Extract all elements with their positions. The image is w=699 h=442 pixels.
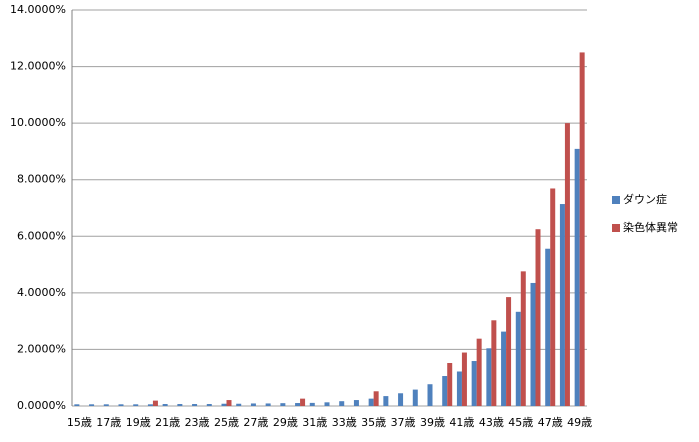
y-tick-label: 12.0000% — [10, 60, 66, 73]
bar — [506, 297, 512, 406]
x-tick-label: 43歳 — [479, 416, 504, 429]
y-tick-label: 2.0000% — [17, 342, 66, 355]
bar — [456, 371, 462, 406]
bar — [476, 338, 482, 406]
x-tick-label: 29歳 — [273, 416, 298, 429]
bar — [515, 311, 521, 406]
bar — [530, 282, 536, 406]
legend-label: 染色体異常 — [623, 220, 678, 234]
x-tick-label: 35歳 — [361, 416, 386, 429]
bar — [442, 376, 448, 406]
bar — [74, 404, 80, 406]
y-tick-label: 6.0000% — [17, 229, 66, 242]
bar — [162, 404, 168, 406]
bar — [309, 402, 315, 406]
bar — [206, 404, 212, 406]
y-tick-label: 0.0000% — [17, 399, 66, 412]
bar — [295, 403, 301, 406]
x-tick-label: 25歳 — [214, 416, 239, 429]
bar — [520, 271, 526, 406]
bar — [461, 352, 467, 406]
x-tick-label: 39歳 — [420, 416, 445, 429]
x-tick-label: 45歳 — [508, 416, 533, 429]
x-tick-label: 33歳 — [332, 416, 357, 429]
bar — [501, 331, 507, 406]
x-tick-label: 27歳 — [243, 416, 268, 429]
bar — [177, 404, 183, 406]
bar — [265, 403, 271, 406]
x-tick-label: 47歳 — [538, 416, 563, 429]
bar — [118, 404, 124, 406]
bar — [545, 248, 551, 406]
bar — [250, 403, 256, 406]
bar — [236, 403, 242, 406]
bar — [339, 401, 345, 406]
bar — [559, 204, 565, 406]
bar — [89, 404, 95, 406]
x-tick-label: 17歳 — [96, 416, 121, 429]
bar — [579, 52, 585, 407]
y-tick-label: 4.0000% — [17, 286, 66, 299]
y-tick-label: 14.0000% — [10, 3, 66, 16]
legend-swatch — [612, 196, 620, 204]
x-tick-label: 37歳 — [391, 416, 416, 429]
bar — [574, 148, 580, 406]
bar — [486, 348, 492, 406]
bar — [550, 188, 556, 406]
legend-label: ダウン症 — [623, 192, 667, 206]
bar — [133, 404, 139, 406]
bar — [427, 384, 433, 406]
x-tick-label: 21歳 — [155, 416, 180, 429]
bar — [103, 404, 109, 406]
bar — [564, 123, 570, 407]
y-tick-label: 10.0000% — [10, 116, 66, 129]
bar — [192, 404, 198, 406]
bar — [226, 400, 232, 406]
x-tick-label: 23歳 — [185, 416, 210, 429]
bar — [491, 320, 497, 406]
bar — [373, 391, 379, 406]
bar — [300, 398, 306, 406]
y-tick-label: 8.0000% — [17, 173, 66, 186]
x-tick-label: 41歳 — [449, 416, 474, 429]
bar — [398, 393, 404, 406]
bar — [280, 403, 286, 406]
bar — [383, 396, 389, 406]
bar — [535, 229, 541, 406]
bar — [152, 400, 158, 406]
x-tick-label: 15歳 — [67, 416, 92, 429]
bar — [147, 404, 153, 406]
bar — [471, 361, 477, 406]
legend-swatch — [612, 224, 620, 232]
bar — [324, 402, 330, 406]
x-tick-label: 31歳 — [302, 416, 327, 429]
bar — [412, 389, 418, 406]
bar — [353, 400, 359, 406]
bar — [368, 398, 374, 406]
x-tick-label: 49歳 — [567, 416, 592, 429]
bar — [221, 403, 227, 406]
x-tick-label: 19歳 — [126, 416, 151, 429]
bar — [447, 363, 453, 406]
